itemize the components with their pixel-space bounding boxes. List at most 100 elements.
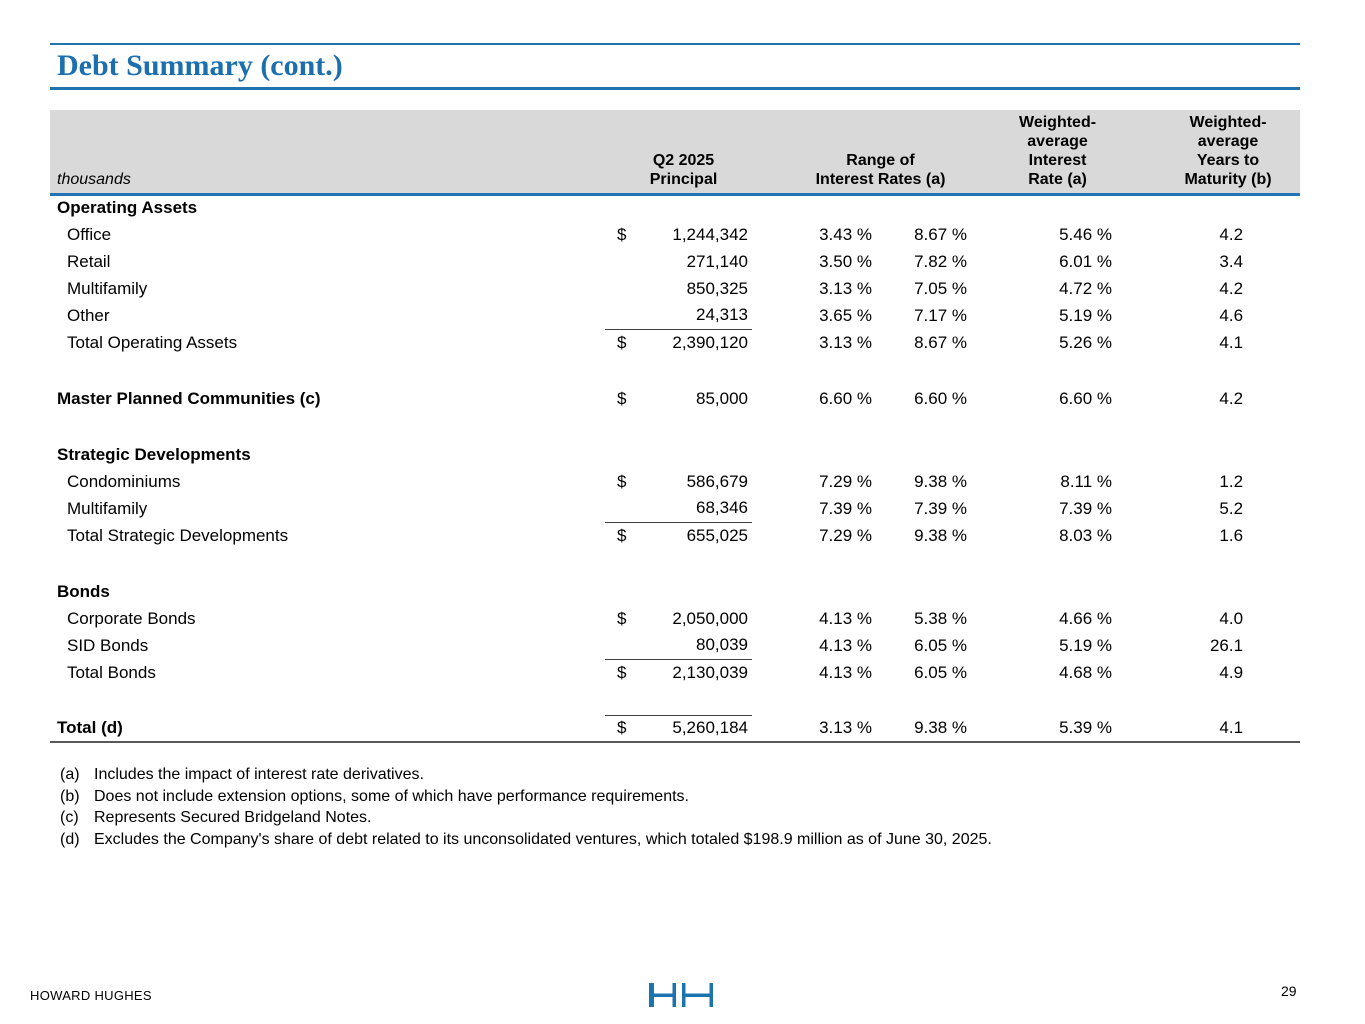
table-row: Total Strategic Developments $655,025 7.29… (50, 522, 1300, 549)
footnote: (c) Represents Secured Bridgeland Notes. (60, 807, 1240, 829)
title-block: Debt Summary (cont.) (50, 43, 1300, 90)
spacer-row (50, 356, 1300, 385)
spacer-row (50, 686, 1300, 715)
table-cell (605, 441, 633, 468)
table-cell: 85,000 (696, 388, 749, 408)
table-cell: 2,390,120 (672, 332, 749, 352)
table-cell (605, 632, 633, 660)
table-cell (752, 578, 874, 605)
table-cell: 6.60 % (1059, 388, 1113, 408)
table-row: Multifamily 850,325 3.13 % 7.05 % 4.72 % 4.2 (50, 275, 1300, 302)
header-thousands: thousands (50, 110, 605, 196)
table-cell: 4.1 (1219, 332, 1244, 352)
table-cell: 80,039 (633, 632, 753, 660)
table-cell: 2,050,000 (672, 608, 749, 628)
table-cell: 6.05 % (914, 662, 968, 682)
table-cell: SID Bonds (67, 635, 149, 655)
table-cell: 4.2 (1219, 278, 1244, 298)
footnote-marker: (b) (60, 787, 80, 805)
page-number: 29 (1281, 983, 1297, 999)
table-cell: 5.19 % (1059, 305, 1113, 325)
table-cell (969, 194, 1114, 221)
table-header: thousands Q2 2025 Principal Range of Int… (50, 110, 1301, 196)
table-cell (874, 578, 969, 605)
table-cell (874, 194, 969, 221)
table-cell (874, 441, 969, 468)
table-cell: Total Strategic Developments (67, 525, 289, 545)
header-weighted-rate: Weighted- average Interest Rate (a) (969, 110, 1115, 196)
table-cell: 24,313 (633, 302, 753, 330)
table-cell (1114, 194, 1300, 221)
table-cell (605, 495, 633, 523)
table-row: Operating Assets (50, 194, 1300, 221)
table-cell: 4.1 (1114, 715, 1301, 743)
footnote: (a) Includes the impact of interest rate … (60, 764, 1240, 786)
table-row: Condominiums $586,679 7.29 % 9.38 % 8.11 % 1.… (50, 468, 1300, 495)
footer-company-name: HOWARD HUGHES (30, 988, 152, 1003)
footnote-text: Excludes the Company's share of debt rel… (94, 830, 992, 848)
table-row: Other 24,313 3.65 % 7.17 % 5.19 % 4.6 (50, 302, 1300, 330)
table-cell: 2,130,039 (672, 662, 749, 682)
table-cell: 4.66 % (1059, 608, 1113, 628)
table-cell: 6.05 % (914, 635, 968, 655)
table-row: SID Bonds 80,039 4.13 % 6.05 % 5.19 % 26.1 (50, 632, 1300, 660)
table-cell (969, 578, 1114, 605)
table-row: Corporate Bonds $2,050,000 4.13 % 5.38 % 4.6… (50, 605, 1300, 632)
table-cell: 6.60 % (914, 388, 968, 408)
table-cell: 5.26 % (1059, 332, 1113, 352)
table-cell: 7.39 % (819, 498, 873, 518)
footnote: (b) Does not include extension options, s… (60, 786, 1240, 808)
table-cell: $ (617, 471, 627, 491)
table-cell (752, 194, 874, 221)
table-cell: $ (617, 608, 627, 628)
footnote-marker: (d) (60, 830, 80, 848)
table-cell: 7.82 % (914, 251, 968, 271)
spacer-row (50, 549, 1300, 578)
table-row: Total (d) $5,260,184 3.13 % 9.38 % 5.39 % 4.1 (50, 714, 1301, 743)
table-cell: 4.13 % (819, 635, 873, 655)
table-row: Strategic Developments (50, 441, 1300, 468)
table-cell: 271,140 (686, 251, 749, 271)
table-cell: 3.50 % (819, 251, 873, 271)
table-cell: 9.38 % (874, 715, 970, 743)
table-cell (1114, 578, 1300, 605)
header-weighted-years: Weighted- average Years to Maturity (b) (1114, 110, 1301, 196)
table-cell (1114, 441, 1300, 468)
table-cell: 5.2 (1219, 498, 1244, 518)
table-cell: 1.2 (1219, 471, 1244, 491)
table-row: Bonds (50, 578, 1300, 605)
table-cell: 1.6 (1219, 525, 1244, 545)
table-cell: 4.72 % (1059, 278, 1113, 298)
table-cell: Operating Assets (57, 198, 198, 218)
footnote-marker: (a) (60, 766, 80, 783)
table-cell: 850,325 (686, 278, 749, 298)
table-cell (633, 578, 752, 605)
table-cell: Total Operating Assets (67, 332, 238, 352)
header-principal: Q2 2025 Principal (605, 110, 753, 196)
table-cell: Total (d) (50, 715, 605, 743)
footnote-text: Represents Secured Bridgeland Notes. (94, 809, 372, 826)
table-row: Retail 271,140 3.50 % 7.82 % 6.01 % 3.4 (50, 248, 1300, 275)
table-cell: 3.65 % (819, 305, 873, 325)
table-cell: Total Bonds (67, 662, 156, 682)
table-cell: 4.2 (1219, 388, 1244, 408)
table-row: Multifamily 68,346 7.39 % 7.39 % 7.39 % 5.2 (50, 495, 1300, 523)
header-range: Range of Interest Rates (a) (752, 110, 970, 196)
table-cell: $ (617, 332, 627, 352)
footnote: (d) Excludes the Company's share of debt … (60, 829, 1240, 851)
table-cell (605, 578, 633, 605)
table-cell: 8.67 % (914, 332, 968, 352)
table-cell: 26.1 (1209, 635, 1244, 655)
table-cell: 3.13 % (752, 715, 875, 743)
footnote-text: Does not include extension options, some… (94, 787, 689, 805)
table-cell: 6.01 % (1059, 251, 1113, 271)
table-cell: 7.29 % (819, 471, 873, 491)
table-cell: 4.13 % (819, 662, 873, 682)
table-cell: 4.0 (1219, 608, 1244, 628)
table-cell: 3.13 % (819, 278, 873, 298)
footnote-text: Includes the impact of interest rate der… (94, 766, 424, 783)
table-row: Total Operating Assets $2,390,120 3.13 % 8.… (50, 329, 1300, 356)
table-cell (969, 441, 1114, 468)
footnote-marker: (c) (60, 809, 79, 826)
